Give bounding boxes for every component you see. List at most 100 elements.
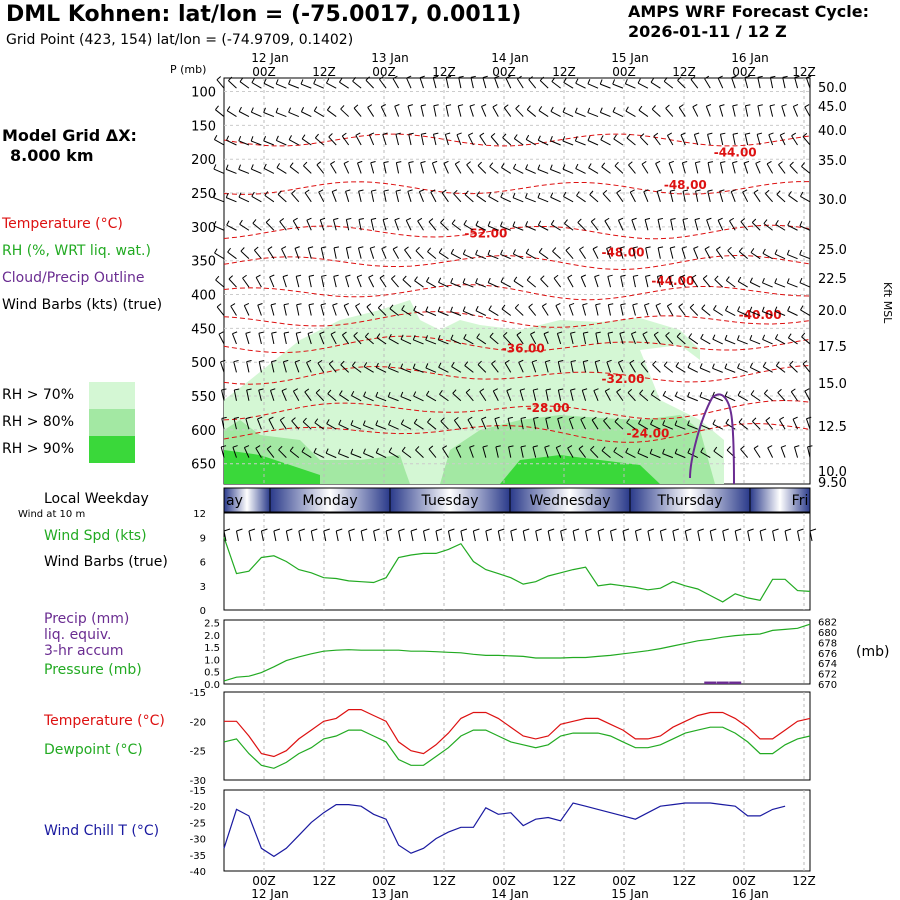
- wind-barb: [253, 249, 262, 259]
- wind-barb: [707, 191, 711, 202]
- wind-barb-flag: [737, 390, 741, 396]
- wind-barb-flag: [428, 218, 434, 223]
- wind-barb: [639, 393, 649, 402]
- wind-barb-flag: [503, 104, 509, 109]
- wind-barb: [355, 305, 362, 316]
- surface-wind-barb: [585, 530, 589, 542]
- wind-barb-flag: [455, 160, 460, 165]
- wind-barb-flag: [702, 275, 708, 280]
- surface-wind-barb-flag: [448, 528, 455, 532]
- wind-barb-flag: [794, 75, 800, 79]
- surface-wind-barb-flag: [697, 528, 704, 532]
- wind-barb: [788, 337, 798, 345]
- wind-barb-flag: [445, 132, 451, 135]
- weekday-cell: [630, 488, 750, 512]
- wind-barb-flag: [668, 160, 674, 164]
- wind-barb-flag: [526, 275, 531, 281]
- wind-barb: [383, 162, 387, 174]
- wind-barb-flag: [768, 132, 774, 136]
- isotherm-line: [223, 224, 811, 240]
- wind-barb-flag: [687, 362, 691, 368]
- wind-barb-flag: [400, 419, 405, 425]
- wind-barb: [653, 135, 661, 146]
- wind-barb: [506, 390, 512, 401]
- wind-barb-flag: [587, 107, 591, 113]
- wind-barb: [339, 81, 349, 89]
- wind-barb-flag: [406, 217, 412, 221]
- wind-barb: [725, 395, 736, 402]
- wind-barb: [743, 162, 749, 174]
- wind-barb: [638, 423, 649, 430]
- wind-barb-flag: [550, 135, 553, 141]
- wind-barb: [690, 79, 699, 89]
- surface-wind-barb-flag: [610, 528, 617, 532]
- wind-chill-tick-label: -20: [190, 802, 206, 813]
- wind-barb-flag: [268, 416, 274, 420]
- wind-barb: [592, 248, 599, 259]
- wind-barb-flag: [462, 306, 466, 312]
- wind-barb: [233, 361, 237, 373]
- wind-barb-flag: [580, 416, 586, 420]
- wind-barb: [757, 77, 761, 89]
- pressure-unit: (mb): [856, 644, 890, 660]
- wind-barb: [606, 361, 611, 373]
- model-grid-dx-value: 8.000 km: [10, 146, 94, 165]
- wind-barb: [338, 453, 349, 459]
- wind-barb: [539, 80, 549, 89]
- wind-barb-flag: [383, 189, 389, 192]
- wind-barb: [640, 363, 649, 373]
- wind-barb: [662, 424, 674, 430]
- wind-barb-flag: [451, 362, 455, 367]
- wind-barb-flag: [388, 419, 392, 425]
- wind-barb-flag: [625, 106, 629, 112]
- wind-barb: [376, 367, 387, 373]
- pressure-tick-label: 150: [191, 119, 216, 134]
- wind-barb: [551, 223, 561, 231]
- wind-barb-flag: [537, 192, 541, 198]
- wind-barb: [328, 363, 337, 373]
- wind-barb-flag: [350, 420, 354, 426]
- wind-barb: [532, 389, 537, 401]
- surface-wind-barb: [410, 530, 414, 542]
- wind-barb: [420, 162, 424, 174]
- wind-barb-flag: [302, 417, 307, 423]
- wind-barb-flag: [343, 302, 349, 306]
- surface-wind-barb-flag: [336, 528, 343, 532]
- legend-precip: Precip (mm) liq. equiv. 3-hr accum: [44, 611, 129, 659]
- wind-barb-flag: [470, 75, 476, 78]
- wind-barb-flag: [263, 78, 267, 84]
- wind-barb: [805, 418, 811, 430]
- wind-barb: [570, 361, 574, 373]
- wind-barb: [774, 282, 786, 288]
- wind-barb: [570, 333, 574, 345]
- wind-barb-flag: [799, 249, 803, 255]
- time-tick-top: 12Z: [432, 65, 456, 79]
- wind-barb-flag: [629, 189, 635, 193]
- wind-barb: [401, 423, 412, 430]
- wind-barb: [504, 362, 512, 373]
- wind-barb-flag: [670, 217, 676, 220]
- wind-barb: [680, 276, 686, 288]
- wind-barb: [553, 277, 562, 288]
- surface-wind-barb-flag: [298, 528, 305, 532]
- wind-barb-flag: [339, 77, 343, 83]
- wind-barb: [319, 333, 325, 345]
- wind-barb: [582, 361, 587, 373]
- wind-barb: [749, 310, 761, 316]
- wind-barb: [712, 338, 723, 345]
- wind-barb: [343, 305, 350, 316]
- wind-barb: [269, 276, 275, 288]
- legend-dewpoint: Dewpoint (°C): [44, 742, 143, 758]
- wind-barb-flag: [381, 246, 387, 250]
- wind-barb: [617, 362, 624, 373]
- wind-barb-flag: [678, 104, 684, 108]
- wind-barb: [512, 225, 524, 231]
- wind-barb: [216, 79, 225, 89]
- wind-barb-flag: [631, 331, 637, 335]
- pressure-tick-label: 200: [191, 153, 216, 168]
- wind-barb-flag: [216, 76, 222, 81]
- wind-barb: [750, 394, 761, 402]
- wind-barb-flag: [787, 333, 792, 339]
- wind-barb: [275, 112, 287, 118]
- wind-barb-flag: [513, 163, 517, 169]
